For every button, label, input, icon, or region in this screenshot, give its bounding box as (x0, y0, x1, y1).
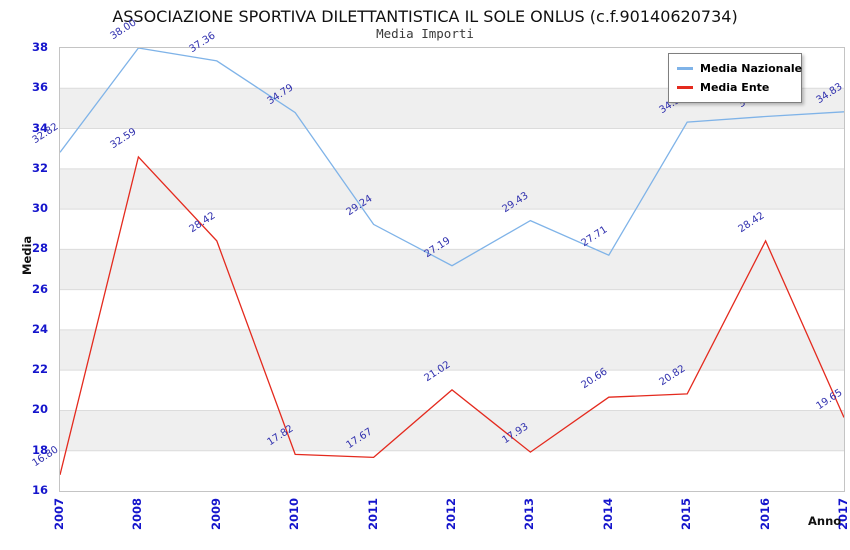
y-tick-label: 26 (31, 281, 48, 296)
ente-line-swatch (677, 86, 693, 89)
line-chart-svg (60, 48, 844, 476)
x-tick-label: 2008 (130, 497, 145, 530)
y-tick-label: 32 (31, 160, 48, 175)
y-tick-label: 24 (31, 321, 48, 336)
legend-box: Media Nazionale Media Ente (668, 53, 802, 103)
y-tick-label: 34 (31, 120, 48, 135)
series-line-ente (60, 155, 844, 476)
legend-item-ente: Media Ente (677, 81, 793, 94)
chart-title: ASSOCIAZIONE SPORTIVA DILETTANTISTICA IL… (112, 7, 738, 26)
y-tick-label: 38 (31, 40, 48, 54)
x-tick-label: 2011 (365, 497, 380, 530)
x-tick-label: 2007 (52, 497, 66, 530)
plot-area (59, 47, 845, 492)
legend-item-nazionale: Media Nazionale (677, 62, 802, 75)
x-axis-title: Anno (808, 514, 842, 528)
y-tick-label: 30 (31, 201, 48, 216)
x-tick-label: 2012 (444, 497, 458, 530)
y-tick-label: 36 (31, 80, 48, 95)
series-line-nazionale (60, 48, 844, 267)
legend-label: Media Nazionale (700, 62, 803, 75)
y-tick-label: 18 (31, 442, 48, 457)
y-tick-label: 20 (31, 402, 48, 417)
chart-subtitle: Media Importi (376, 26, 474, 41)
y-axis-title: Media (20, 235, 34, 275)
x-tick-label: 2015 (679, 497, 694, 530)
grid-band (60, 410, 844, 451)
x-tick-label: 2009 (208, 497, 223, 530)
x-tick-label: 2010 (287, 497, 302, 530)
grid-band (60, 329, 844, 371)
y-tick-label: 16 (31, 483, 48, 497)
grid-band (60, 249, 844, 290)
legend-label: Media Ente (700, 81, 770, 94)
nazionale-line-swatch (677, 67, 693, 70)
y-tick-label: 28 (31, 241, 48, 256)
x-tick-label: 2016 (757, 497, 772, 530)
y-tick-label: 22 (31, 362, 48, 377)
x-tick-label: 2014 (600, 497, 615, 530)
grid-band (60, 168, 844, 210)
x-tick-label: 2013 (522, 497, 537, 530)
